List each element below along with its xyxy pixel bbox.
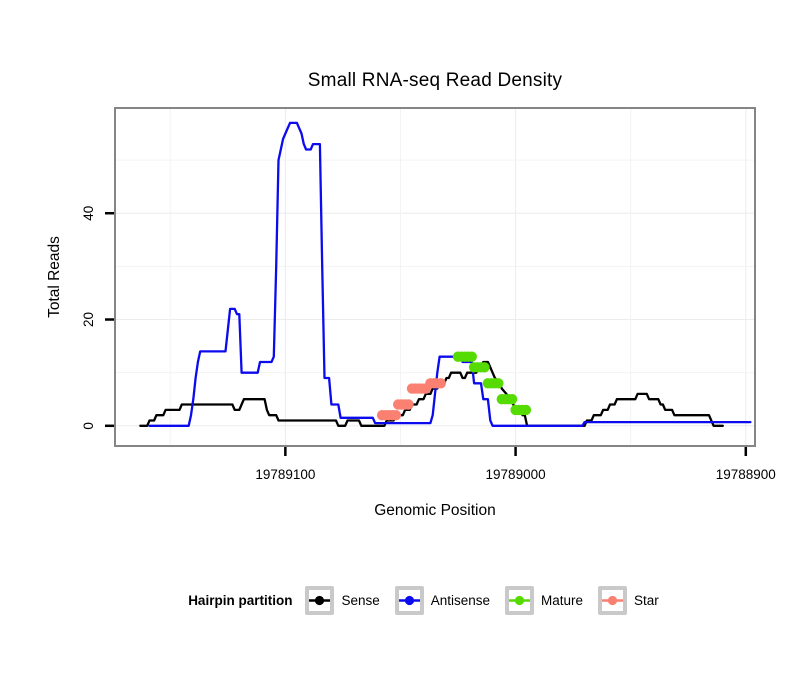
legend-key-star-icon — [598, 585, 628, 615]
series-point-star — [435, 378, 446, 389]
y-axis-title: Total Reads — [46, 236, 63, 318]
series-point-mature — [493, 378, 504, 389]
panel-border — [114, 107, 756, 447]
legend-label-sense: Sense — [341, 592, 380, 608]
y-tick-label: 40 — [81, 206, 96, 221]
series-point-mature — [520, 404, 532, 416]
series-line-antisense — [148, 121, 752, 427]
legend-entry-star: Star — [598, 585, 659, 615]
legend-label-star: Star — [634, 592, 659, 608]
legend-label-antisense: Antisense — [430, 592, 491, 608]
legend-entry-antisense: Antisense — [394, 585, 491, 615]
legend-glyph-star — [602, 595, 624, 605]
x-tick-label: 19789000 — [486, 467, 546, 482]
legend-entry-mature: Mature — [505, 585, 584, 615]
legend-title: Hairpin partition — [188, 592, 293, 608]
legend-glyph-antisense — [398, 595, 420, 605]
legend-glyph-sense — [309, 595, 331, 605]
series-point-mature — [479, 362, 490, 373]
x-tick-label: 19788900 — [716, 467, 776, 482]
series-layer — [139, 121, 752, 427]
chart-title: Small RNA-seq Read Density — [307, 70, 563, 91]
legend: Hairpin partition Sense Antisense Mature St… — [0, 582, 810, 618]
x-axis-title: Genomic Position — [374, 502, 496, 519]
series-point-star — [390, 410, 402, 421]
legend-glyph-mature — [509, 595, 531, 605]
x-tick-label: 19789100 — [255, 467, 315, 482]
legend-key-antisense-icon — [394, 585, 424, 615]
legend-entry-sense: Sense — [305, 585, 380, 615]
series-line-sense — [139, 360, 724, 427]
legend-label-mature: Mature — [541, 592, 584, 608]
series-point-mature — [506, 394, 518, 405]
series-point-star — [403, 399, 414, 410]
plot-area: 19789100 19789000 19788900 0 20 40 — [81, 107, 776, 482]
legend-key-sense-icon — [305, 585, 335, 615]
series-point-mature — [466, 351, 477, 362]
y-tick-label: 0 — [81, 422, 96, 430]
y-tick-label: 20 — [81, 312, 96, 327]
legend-key-mature-icon — [505, 585, 535, 615]
